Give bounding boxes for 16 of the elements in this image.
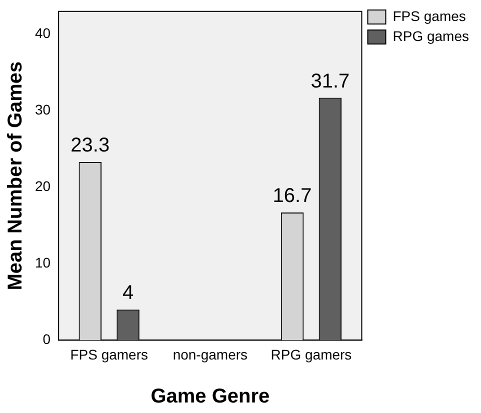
legend-label: FPS games (392, 8, 466, 24)
x-tick-label: non-gamers (172, 346, 248, 362)
data-label: 16.7 (272, 185, 312, 208)
x-axis-title: Game Genre (150, 386, 270, 408)
data-label: 31.7 (310, 70, 350, 92)
legend-label: RPG games (392, 28, 469, 44)
data-label: 4 (122, 282, 134, 304)
y-axis-title: Mean Number of Games (4, 61, 27, 290)
y-tick-label: 0 (42, 331, 51, 348)
data-label: 23.3 (70, 134, 110, 157)
x-tick-label: RPG gamers (270, 346, 352, 362)
y-tick-label: 30 (34, 102, 51, 118)
y-tick-label: 40 (34, 25, 51, 42)
x-tick-label: FPS gamers (70, 346, 148, 362)
y-tick-label: 10 (34, 254, 51, 271)
y-tick-label: 20 (34, 178, 51, 194)
